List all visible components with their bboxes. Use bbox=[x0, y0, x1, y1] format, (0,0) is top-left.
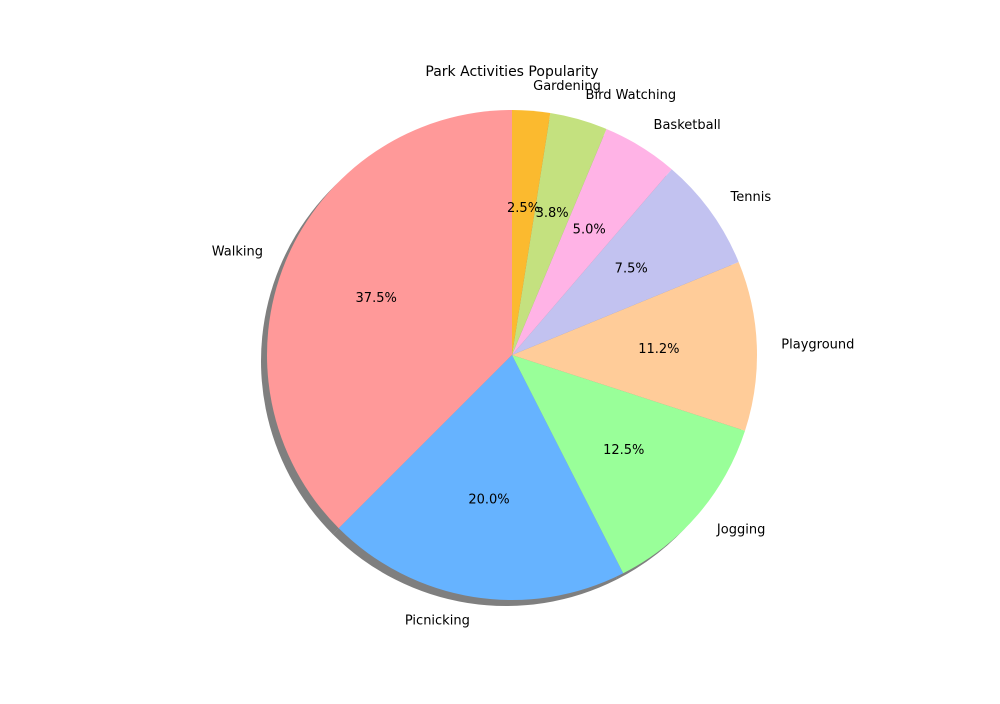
pie-slice-picnicking[interactable] bbox=[338, 355, 624, 600]
slice-label-jogging: Jogging bbox=[716, 523, 765, 538]
slice-label-playground: Playground bbox=[781, 337, 854, 352]
pct-label-playground: 11.2% bbox=[638, 342, 679, 357]
pct-label-gardening: 2.5% bbox=[507, 201, 540, 216]
pie-slice-basketball[interactable] bbox=[512, 128, 672, 355]
pie-slice-jogging[interactable] bbox=[512, 355, 746, 574]
pct-label-picnicking: 20.0% bbox=[468, 493, 509, 508]
chart-title: Park Activities Popularity bbox=[425, 64, 598, 80]
slice-label-tennis: Tennis bbox=[730, 190, 772, 205]
pct-label-jogging: 12.5% bbox=[603, 443, 644, 458]
pie-slice-playground[interactable] bbox=[512, 261, 757, 431]
pie-label-layer: 37.5% Walking 20.0% Picnicking 12.5% Jogging 1… bbox=[212, 79, 855, 629]
pct-label-basketball: 5.0% bbox=[573, 222, 606, 237]
pct-label-walking: 37.5% bbox=[356, 291, 397, 306]
slice-label-picnicking: Picnicking bbox=[405, 614, 470, 629]
slice-label-basketball: Basketball bbox=[654, 118, 721, 133]
slice-label-walking: Walking bbox=[212, 244, 263, 259]
pct-label-tennis: 7.5% bbox=[615, 261, 648, 276]
slice-label-bird-watching: Bird Watching bbox=[586, 88, 677, 103]
pie-slice-tennis[interactable] bbox=[512, 169, 739, 355]
pie-slice-walking[interactable] bbox=[267, 110, 512, 529]
pie-slice-layer bbox=[267, 110, 757, 600]
pie-slice-gardening[interactable] bbox=[512, 110, 551, 355]
pct-label-bird-watching: 3.8% bbox=[536, 206, 569, 221]
slice-label-gardening: Gardening bbox=[533, 79, 601, 94]
pie-slice-bird-watching[interactable] bbox=[512, 113, 607, 355]
